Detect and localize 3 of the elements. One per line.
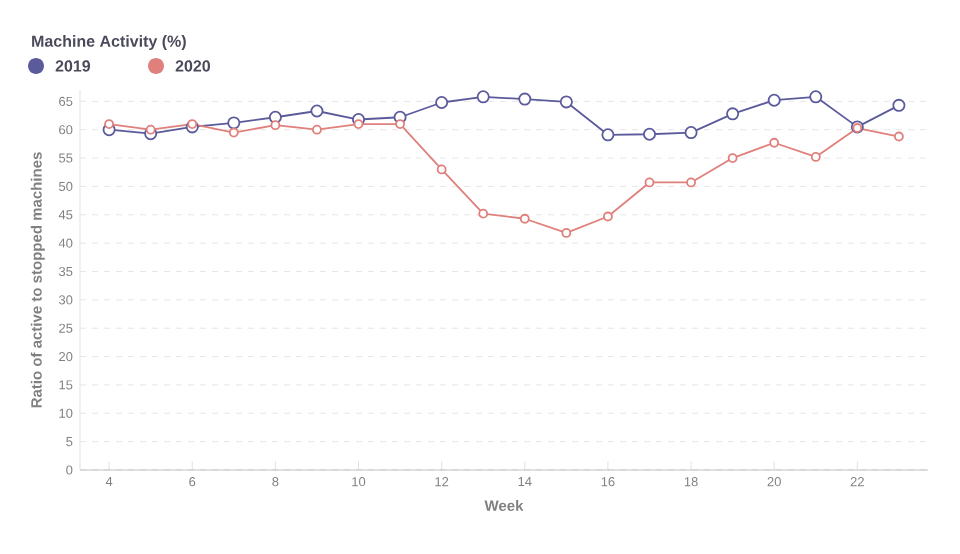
chart-title: Machine Activity (%) bbox=[32, 35, 186, 50]
legend-label: 2019 bbox=[55, 60, 91, 72]
legend-label: 2020 bbox=[175, 60, 211, 72]
